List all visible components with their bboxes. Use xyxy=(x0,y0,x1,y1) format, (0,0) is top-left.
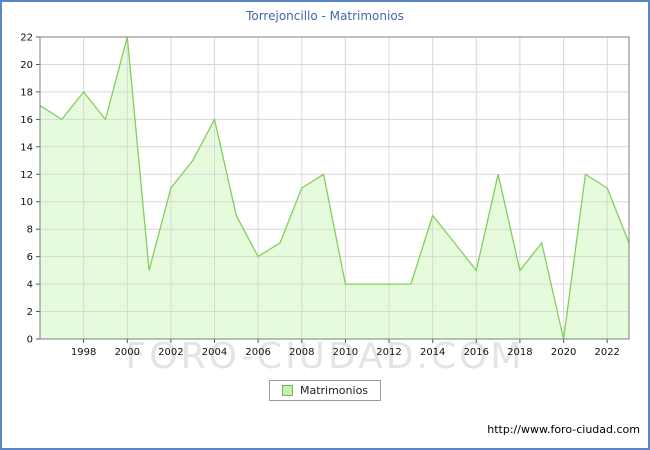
x-axis-tick-label: 2006 xyxy=(245,347,270,358)
y-axis-tick-label: 16 xyxy=(20,115,33,126)
x-axis-tick-label: 2018 xyxy=(507,347,532,358)
x-axis-tick-label: 2012 xyxy=(376,347,401,358)
x-axis-tick-label: 2008 xyxy=(289,347,314,358)
x-axis-tick-label: 2022 xyxy=(594,347,619,358)
y-axis-tick-label: 18 xyxy=(20,87,33,98)
x-axis-tick-label: 2020 xyxy=(551,347,576,358)
x-axis-tick-label: 2002 xyxy=(158,347,183,358)
y-axis-tick-label: 8 xyxy=(27,225,33,236)
x-axis-tick-label: 2014 xyxy=(420,347,445,358)
x-axis-tick-label: 2016 xyxy=(464,347,489,358)
series-line xyxy=(39,36,630,340)
y-axis-tick-label: 2 xyxy=(27,307,33,318)
x-axis-tick-label: 2004 xyxy=(202,347,227,358)
page-title: Torrejoncillo - Matrimonios xyxy=(246,9,404,23)
legend-swatch-icon xyxy=(281,385,293,396)
legend-label: Matrimonios xyxy=(299,384,369,397)
y-axis-tick-label: 10 xyxy=(20,197,33,208)
y-axis-tick-label: 12 xyxy=(20,170,33,181)
x-axis-tick-label: 2010 xyxy=(333,347,358,358)
y-axis-tick-label: 20 xyxy=(20,60,33,71)
y-axis-tick-label: 22 xyxy=(20,33,33,44)
y-axis-tick-label: 0 xyxy=(27,335,33,346)
legend: Matrimonios xyxy=(268,380,382,401)
x-axis-tick-label: 2000 xyxy=(115,347,140,358)
y-axis-tick-label: 4 xyxy=(27,280,33,291)
x-axis-tick-label: 1998 xyxy=(71,347,96,358)
area-fill xyxy=(40,37,629,339)
watermark: FORO-CIUDAD.COM xyxy=(125,336,525,377)
y-axis-tick-label: 6 xyxy=(27,252,33,263)
y-axis-tick-label: 14 xyxy=(20,142,33,153)
footer-url[interactable]: http://www.foro-ciudad.com xyxy=(487,423,640,436)
plot-frame xyxy=(39,36,630,340)
